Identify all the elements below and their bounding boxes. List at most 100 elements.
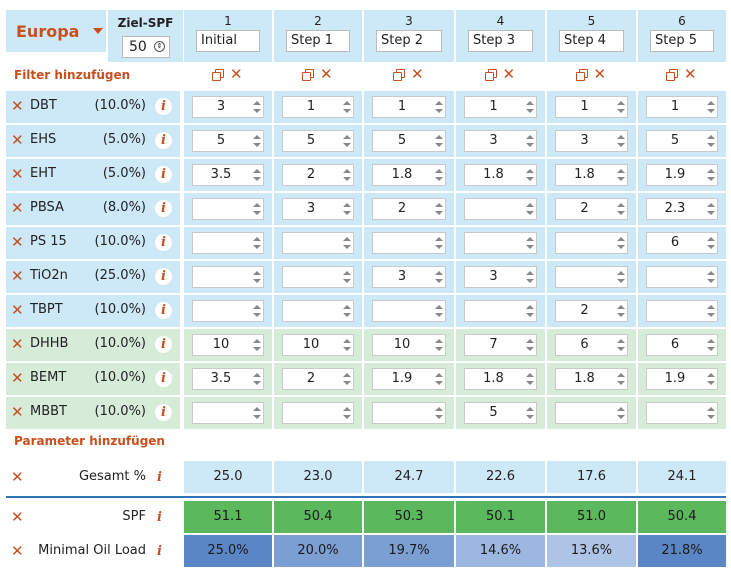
stepper-icon[interactable]: ⇕ [154, 41, 165, 52]
delete-column-icon[interactable]: ✕ [684, 65, 697, 83]
filter-amount-input[interactable]: 6 [646, 232, 718, 254]
filter-amount-input[interactable]: 2.3 [646, 198, 718, 220]
copy-column-icon[interactable] [484, 69, 497, 81]
step-name-input[interactable]: Step 3 [468, 30, 533, 52]
remove-filter-icon[interactable]: ✕ [11, 233, 24, 251]
spinner-icon[interactable] [707, 338, 715, 352]
filter-amount-input[interactable]: 1.8 [464, 368, 537, 390]
filter-amount-input[interactable] [192, 232, 264, 254]
filter-amount-input[interactable] [282, 266, 354, 288]
spinner-icon[interactable] [435, 372, 443, 386]
remove-filter-icon[interactable]: ✕ [11, 199, 24, 217]
spinner-icon[interactable] [435, 134, 443, 148]
info-icon[interactable]: i [157, 470, 162, 485]
filter-amount-input[interactable]: 6 [646, 334, 718, 356]
remove-parameter-icon[interactable]: ✕ [11, 468, 24, 486]
remove-filter-icon[interactable]: ✕ [11, 267, 24, 285]
copy-column-icon[interactable] [666, 69, 678, 81]
add-filter-link[interactable]: Filter hinzufügen [14, 68, 131, 82]
spinner-icon[interactable] [435, 304, 443, 318]
spinner-icon[interactable] [435, 338, 443, 352]
spinner-icon[interactable] [253, 202, 261, 216]
filter-amount-input[interactable]: 1 [282, 96, 354, 118]
copy-column-icon[interactable] [393, 69, 405, 81]
info-icon[interactable]: i [157, 544, 162, 559]
filter-amount-input[interactable]: 1.8 [372, 164, 446, 186]
remove-filter-icon[interactable]: ✕ [11, 97, 24, 115]
spinner-icon[interactable] [343, 168, 351, 182]
filter-amount-input[interactable]: 1 [464, 96, 537, 118]
spinner-icon[interactable] [707, 100, 715, 114]
filter-amount-input[interactable]: 5 [372, 130, 446, 152]
spinner-icon[interactable] [435, 202, 443, 216]
remove-filter-icon[interactable]: ✕ [11, 369, 24, 387]
filter-amount-input[interactable]: 3 [372, 266, 446, 288]
spinner-icon[interactable] [253, 304, 261, 318]
spinner-icon[interactable] [617, 338, 625, 352]
remove-parameter-icon[interactable]: ✕ [11, 542, 24, 560]
filter-amount-input[interactable] [646, 266, 718, 288]
filter-amount-input[interactable] [555, 266, 628, 288]
spinner-icon[interactable] [435, 100, 443, 114]
spinner-icon[interactable] [617, 270, 625, 284]
filter-amount-input[interactable]: 10 [372, 334, 446, 356]
spinner-icon[interactable] [253, 100, 261, 114]
filter-amount-input[interactable]: 1.9 [372, 368, 446, 390]
filter-amount-input[interactable]: 2 [372, 198, 446, 220]
filter-amount-input[interactable]: 1 [555, 96, 628, 118]
delete-column-icon[interactable]: ✕ [411, 65, 424, 83]
filter-amount-input[interactable] [372, 402, 446, 424]
spinner-icon[interactable] [435, 406, 443, 420]
spinner-icon[interactable] [343, 236, 351, 250]
spinner-icon[interactable] [526, 100, 534, 114]
spinner-icon[interactable] [526, 134, 534, 148]
spinner-icon[interactable] [343, 304, 351, 318]
spinner-icon[interactable] [707, 304, 715, 318]
spinner-icon[interactable] [707, 202, 715, 216]
info-icon[interactable]: i [155, 268, 172, 285]
copy-column-icon[interactable] [575, 69, 588, 81]
filter-amount-input[interactable] [282, 402, 354, 424]
spinner-icon[interactable] [343, 134, 351, 148]
filter-amount-input[interactable]: 10 [192, 334, 264, 356]
remove-parameter-icon[interactable]: ✕ [11, 508, 24, 526]
filter-amount-input[interactable] [192, 402, 264, 424]
filter-amount-input[interactable] [555, 232, 628, 254]
filter-amount-input[interactable]: 2 [555, 198, 628, 220]
filter-amount-input[interactable]: 1 [372, 96, 446, 118]
spinner-icon[interactable] [526, 338, 534, 352]
spinner-icon[interactable] [343, 270, 351, 284]
filter-amount-input[interactable]: 3.5 [192, 368, 264, 390]
spinner-icon[interactable] [707, 372, 715, 386]
filter-amount-input[interactable] [464, 300, 537, 322]
spinner-icon[interactable] [526, 304, 534, 318]
step-name-input[interactable]: Initial [196, 30, 260, 52]
info-icon[interactable]: i [155, 302, 172, 319]
spinner-icon[interactable] [253, 134, 261, 148]
spinner-icon[interactable] [435, 236, 443, 250]
spinner-icon[interactable] [526, 406, 534, 420]
filter-amount-input[interactable]: 1.9 [646, 164, 718, 186]
filter-amount-input[interactable] [646, 402, 718, 424]
filter-amount-input[interactable] [372, 300, 446, 322]
delete-column-icon[interactable]: ✕ [230, 65, 243, 83]
filter-amount-input[interactable]: 2 [282, 164, 354, 186]
filter-amount-input[interactable] [646, 300, 718, 322]
filter-amount-input[interactable]: 3 [464, 266, 537, 288]
region-select[interactable]: Europa [6, 10, 106, 52]
filter-amount-input[interactable] [464, 232, 537, 254]
info-icon[interactable]: i [155, 132, 172, 149]
spinner-icon[interactable] [253, 338, 261, 352]
filter-amount-input[interactable]: 10 [282, 334, 354, 356]
spinner-icon[interactable] [343, 338, 351, 352]
spinner-icon[interactable] [617, 406, 625, 420]
spinner-icon[interactable] [253, 372, 261, 386]
spinner-icon[interactable] [526, 202, 534, 216]
remove-filter-icon[interactable]: ✕ [11, 131, 24, 149]
filter-amount-input[interactable]: 1.8 [555, 164, 628, 186]
filter-amount-input[interactable]: 2 [555, 300, 628, 322]
spinner-icon[interactable] [617, 372, 625, 386]
info-icon[interactable]: i [155, 234, 172, 251]
filter-amount-input[interactable]: 1.8 [555, 368, 628, 390]
filter-amount-input[interactable] [555, 402, 628, 424]
